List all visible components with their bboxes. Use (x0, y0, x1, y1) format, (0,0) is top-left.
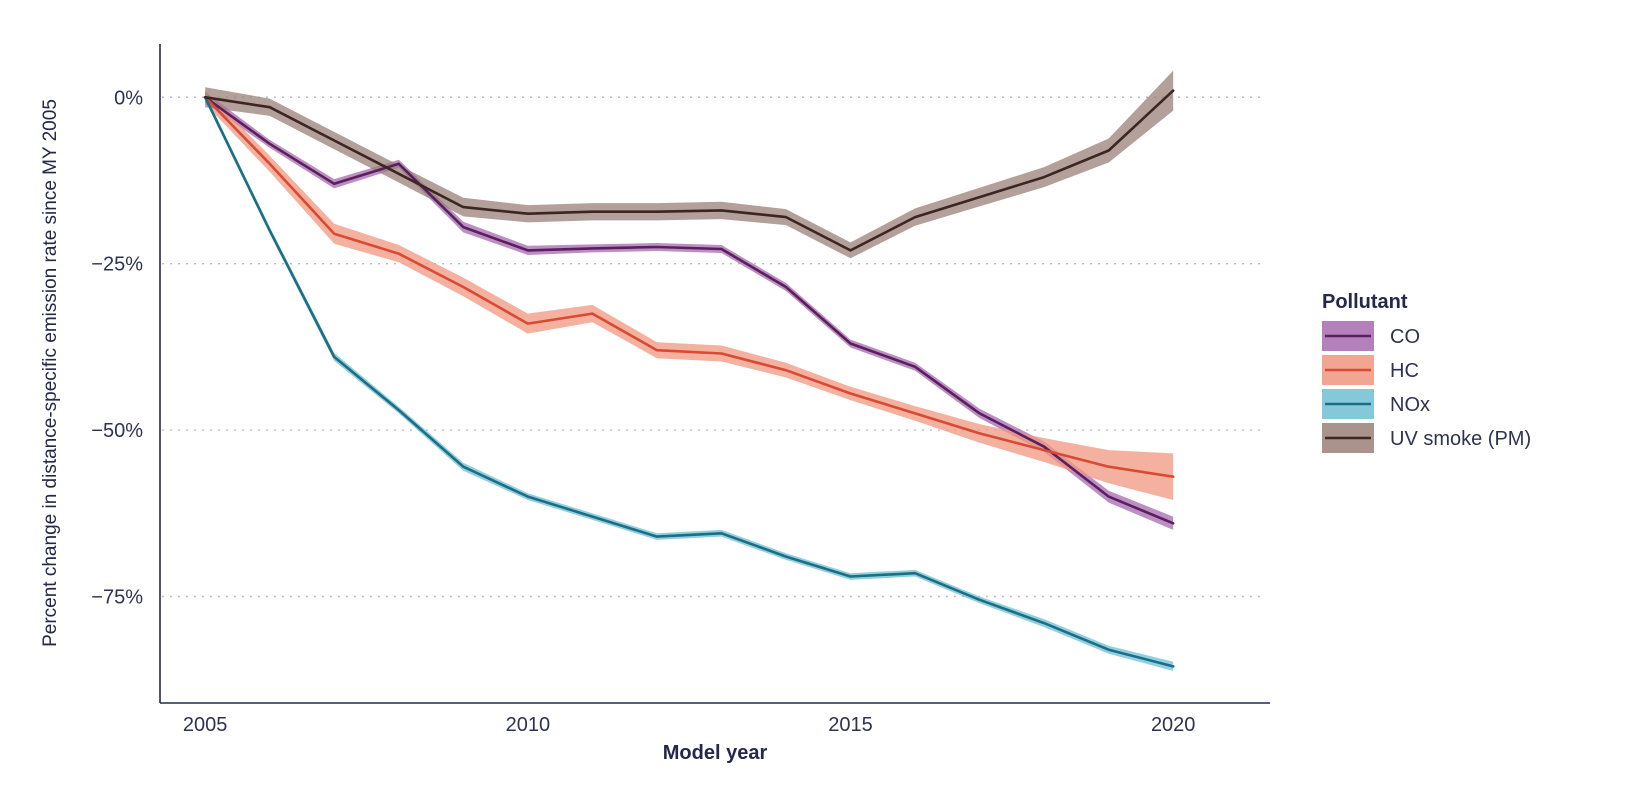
legend-label: UV smoke (PM) (1390, 428, 1531, 450)
y-tick-label: −25% (91, 254, 143, 276)
x-tick-label: 2010 (506, 714, 551, 736)
y-tick-label: −50% (91, 420, 143, 442)
series-line-uv-smoke-pm (203, 89, 1175, 252)
y-axis-title: Percent change in distance-specific emis… (40, 99, 61, 647)
legend-label: CO (1390, 326, 1420, 348)
band-co (205, 91, 1174, 530)
x-tick-label: 2015 (828, 714, 873, 736)
legend-item: HC (1322, 355, 1419, 385)
series-line-hc (203, 96, 1175, 479)
x-tick-label: 2005 (183, 714, 228, 736)
legend: Pollutant CO HC NOx UV smoke (PM) (1322, 291, 1531, 453)
y-tick-label: −75% (91, 586, 143, 608)
x-tick-label: 2020 (1151, 714, 1196, 736)
legend-item: NOx (1322, 389, 1430, 419)
x-axis-title: Model year (663, 742, 768, 764)
legend-title: Pollutant (1322, 291, 1408, 313)
tick-labels: 0% −25% −50% −75% 2005 2010 2015 2020 (91, 87, 1195, 736)
legend-item: CO (1322, 321, 1420, 351)
legend-item: UV smoke (PM) (1322, 423, 1531, 453)
legend-label: HC (1390, 360, 1419, 382)
series-line-nox (203, 96, 1175, 668)
legend-label: NOx (1390, 394, 1430, 416)
y-tick-label: 0% (114, 87, 143, 109)
series-line-co (203, 96, 1175, 525)
axes (159, 44, 1270, 704)
series-lines (203, 89, 1175, 668)
